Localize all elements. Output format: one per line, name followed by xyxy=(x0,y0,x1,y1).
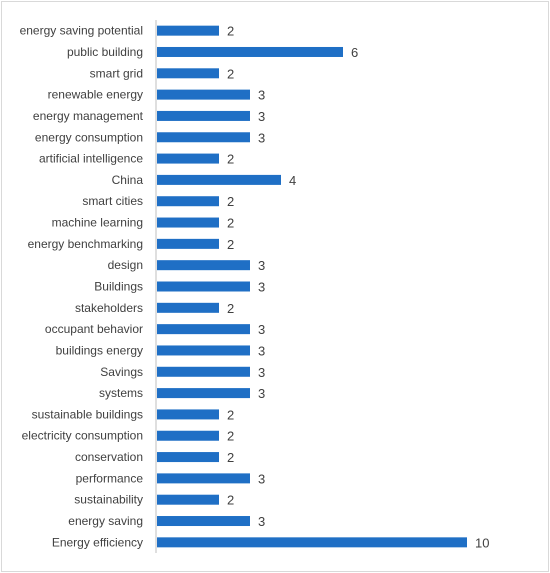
data-label: 2 xyxy=(227,301,234,316)
category-tick-label: occupant behavior xyxy=(45,322,143,336)
category-tick-label: renewable energy xyxy=(48,88,143,102)
category-tick-label: sustainable buildings xyxy=(32,407,143,421)
bar xyxy=(157,366,250,377)
data-label: 3 xyxy=(258,386,265,401)
category-tick-label: energy consumption xyxy=(35,130,143,144)
data-label: 3 xyxy=(258,365,265,380)
data-label: 2 xyxy=(227,429,234,444)
bar xyxy=(157,132,250,143)
data-label: 3 xyxy=(258,280,265,295)
data-label: 3 xyxy=(258,514,265,529)
data-label: 2 xyxy=(227,450,234,465)
bar xyxy=(157,25,219,36)
data-label: 2 xyxy=(227,194,234,209)
bar xyxy=(157,217,219,228)
category-tick-label: performance xyxy=(76,471,144,485)
category-tick-label: public building xyxy=(67,45,143,59)
data-label: 3 xyxy=(258,471,265,486)
category-tick-label: conservation xyxy=(75,450,143,464)
bar xyxy=(157,430,219,441)
data-label: 3 xyxy=(258,109,265,124)
data-label: 2 xyxy=(227,237,234,252)
category-tick-label: sustainability xyxy=(74,493,143,507)
bar xyxy=(157,409,219,420)
bar xyxy=(157,345,250,356)
category-tick-label: stakeholders xyxy=(75,301,143,315)
data-label: 2 xyxy=(227,152,234,167)
data-label: 2 xyxy=(227,216,234,231)
category-tick-label: smart grid xyxy=(90,66,143,80)
bar xyxy=(157,494,219,505)
category-tick-label: design xyxy=(108,258,143,272)
category-tick-label: systems xyxy=(99,386,143,400)
category-tick-label: Buildings xyxy=(94,280,143,294)
bar xyxy=(157,388,250,399)
data-label: 2 xyxy=(227,24,234,39)
data-label: 2 xyxy=(227,493,234,508)
bar xyxy=(157,153,219,164)
category-tick-label: energy saving xyxy=(68,514,143,528)
bar xyxy=(157,473,250,484)
data-label: 3 xyxy=(258,322,265,337)
bar xyxy=(157,324,250,335)
bar xyxy=(157,260,250,271)
data-label: 3 xyxy=(258,258,265,273)
bar xyxy=(157,238,219,249)
category-tick-label: energy benchmarking xyxy=(28,237,143,251)
category-tick-label: energy saving potential xyxy=(20,24,143,38)
category-tick-label: artificial intelligence xyxy=(39,152,143,166)
category-tick-label: energy management xyxy=(33,109,144,123)
data-label: 4 xyxy=(289,173,296,188)
bar xyxy=(157,452,219,463)
data-label: 3 xyxy=(258,88,265,103)
bar xyxy=(157,302,219,313)
data-label: 6 xyxy=(351,45,358,60)
category-tick-label: machine learning xyxy=(52,216,143,230)
bar xyxy=(157,281,250,292)
bar xyxy=(157,46,343,57)
bar xyxy=(157,516,250,527)
category-tick-label: smart cities xyxy=(82,194,143,208)
category-tick-label: Energy efficiency xyxy=(52,535,143,549)
data-label: 3 xyxy=(258,343,265,358)
category-tick-label: Savings xyxy=(100,365,143,379)
bar xyxy=(157,110,250,121)
data-label: 10 xyxy=(475,535,489,550)
bar xyxy=(157,196,219,207)
bar xyxy=(157,68,219,79)
category-tick-label: China xyxy=(112,173,144,187)
data-label: 2 xyxy=(227,407,234,422)
data-label: 3 xyxy=(258,130,265,145)
bar xyxy=(157,174,281,185)
data-label: 2 xyxy=(227,66,234,81)
category-tick-label: electricity consumption xyxy=(22,429,143,443)
bar xyxy=(157,89,250,100)
bar xyxy=(157,537,467,548)
category-tick-label: buildings energy xyxy=(56,343,143,357)
